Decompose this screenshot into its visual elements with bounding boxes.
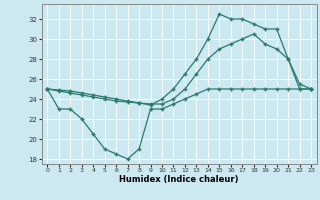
- X-axis label: Humidex (Indice chaleur): Humidex (Indice chaleur): [119, 175, 239, 184]
